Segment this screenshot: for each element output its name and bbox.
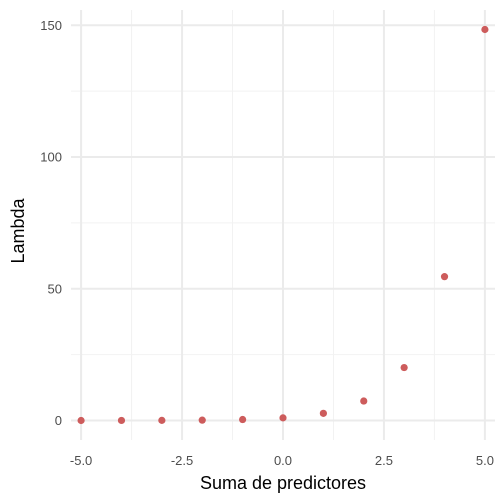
data-point: [199, 417, 206, 424]
data-point: [481, 26, 488, 33]
data-point: [401, 364, 408, 371]
data-point: [239, 416, 246, 423]
y-axis-title: Lambda: [8, 197, 28, 263]
data-point: [118, 417, 125, 424]
grid-major: [71, 10, 495, 440]
data-point: [441, 273, 448, 280]
x-tick-label: 5.0: [476, 453, 494, 468]
data-point: [320, 410, 327, 417]
data-point: [360, 397, 367, 404]
y-tick-label: 50: [48, 281, 62, 296]
x-tick-label: -5.0: [70, 453, 92, 468]
x-tick-label: 2.5: [375, 453, 393, 468]
data-point: [279, 414, 286, 421]
data-point: [77, 417, 84, 424]
data-point: [158, 417, 165, 424]
y-tick-label: 150: [40, 18, 62, 33]
x-tick-labels: -5.0 -2.5 0.0 2.5 5.0: [70, 453, 494, 468]
x-axis-title: Suma de predictores: [200, 473, 366, 493]
x-tick-label: 0.0: [274, 453, 292, 468]
y-tick-label: 100: [40, 150, 62, 165]
y-tick-labels: 0 50 100 150: [40, 18, 62, 428]
y-tick-label: 0: [55, 413, 62, 428]
x-tick-label: -2.5: [171, 453, 193, 468]
